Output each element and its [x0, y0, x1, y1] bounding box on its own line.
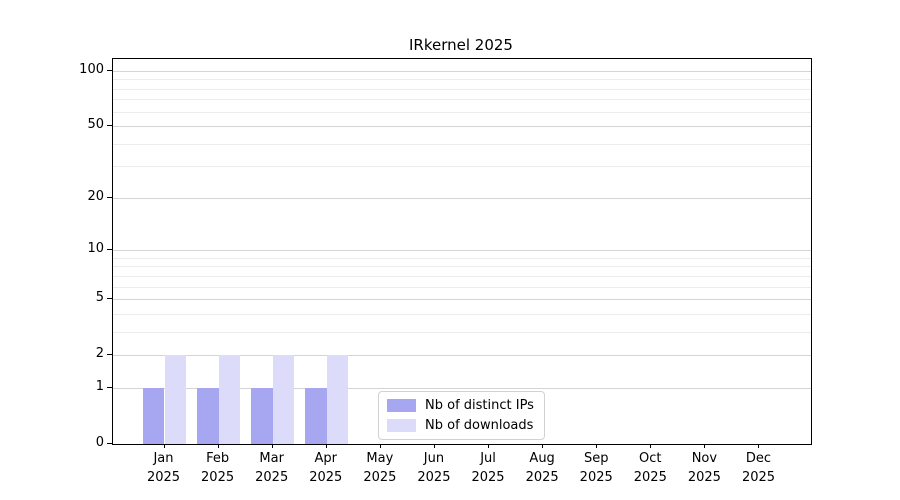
legend-label: Nb of distinct IPs	[425, 398, 534, 413]
gridline-minor	[113, 88, 811, 90]
bar-downloads-feb	[218, 355, 241, 444]
x-tick-label-apr: Apr 2025	[309, 451, 343, 485]
x-tick-mark	[379, 444, 381, 448]
y-tick-label: 50	[87, 117, 104, 133]
gridline-minor	[113, 257, 811, 259]
x-tick-label-dec: Dec 2025	[741, 451, 776, 485]
legend: Nb of distinct IPs Nb of downloads	[378, 391, 545, 440]
y-tick-mark	[107, 249, 112, 251]
y-tick-mark	[107, 386, 112, 388]
x-tick-mark	[542, 444, 544, 448]
x-tick-label-jun: Jun 2025	[417, 451, 451, 485]
x-tick-mark	[488, 444, 490, 448]
gridline-major	[113, 126, 811, 128]
x-tick-label-jan: Jan 2025	[146, 451, 181, 485]
gridline-minor	[113, 266, 811, 268]
x-tick-label-aug: Aug 2025	[525, 451, 559, 485]
bar-distinct-ips-feb	[196, 387, 219, 444]
legend-swatch-downloads	[387, 419, 416, 432]
gridline-minor	[113, 111, 811, 113]
x-tick-label-nov: Nov 2025	[687, 451, 721, 485]
bar-distinct-ips-mar	[251, 387, 273, 444]
gridline-major	[113, 299, 811, 301]
x-tick-label-mar: Mar 2025	[255, 451, 289, 485]
y-tick-mark	[107, 443, 112, 444]
y-tick-mark	[107, 196, 112, 198]
y-tick-mark	[107, 354, 112, 356]
gridline-minor	[113, 166, 811, 168]
gridline-major	[113, 387, 811, 389]
plot-area	[112, 58, 812, 445]
bar-distinct-ips-jan	[142, 387, 165, 444]
legend-swatch-distinct-ips	[387, 399, 416, 412]
legend-item-downloads: Nb of downloads	[387, 418, 534, 433]
x-tick-mark	[433, 444, 435, 448]
y-tick-label: 20	[87, 188, 104, 204]
gridline-minor	[113, 79, 811, 81]
gridline-minor	[113, 313, 811, 315]
x-tick-label-may: May 2025	[363, 451, 397, 485]
y-tick-label: 100	[79, 62, 104, 77]
y-tick-mark	[107, 125, 112, 127]
gridline-minor	[113, 275, 811, 277]
y-tick-mark	[107, 70, 112, 71]
bar-distinct-ips-apr	[305, 387, 327, 444]
x-tick-label-sep: Sep 2025	[579, 451, 613, 485]
x-tick-mark	[596, 444, 598, 448]
y-tick-mark	[107, 298, 112, 300]
gridline-major	[113, 250, 811, 252]
x-tick-mark	[704, 444, 706, 448]
x-tick-mark	[271, 444, 273, 448]
x-tick-mark	[325, 444, 327, 448]
y-tick-label: 2	[95, 346, 104, 362]
legend-label: Nb of downloads	[425, 418, 534, 433]
y-tick-label: 0	[95, 435, 104, 450]
chart-title: IRkernel 2025	[409, 36, 513, 54]
gridline-minor	[113, 99, 811, 101]
gridline-minor	[113, 286, 811, 288]
legend-item-distinct-ips: Nb of distinct IPs	[387, 398, 534, 413]
x-tick-label-oct: Oct 2025	[633, 451, 667, 485]
x-tick-mark	[758, 444, 760, 448]
x-tick-label-jul: Jul 2025	[471, 451, 505, 485]
gridline-major	[113, 197, 811, 199]
gridline-minor	[113, 143, 811, 145]
y-tick-label: 10	[87, 241, 104, 257]
gridline-major	[113, 355, 811, 357]
gridline-minor	[113, 331, 811, 333]
gridline-major	[113, 71, 811, 72]
y-tick-label: 5	[95, 290, 104, 306]
x-tick-label-feb: Feb 2025	[201, 451, 235, 485]
bar-downloads-apr	[326, 355, 349, 444]
x-tick-mark	[217, 444, 219, 448]
y-tick-label: 1	[95, 378, 104, 394]
bar-downloads-jan	[164, 355, 187, 444]
bar-downloads-mar	[272, 355, 295, 444]
x-tick-mark	[163, 444, 165, 448]
x-tick-mark	[650, 444, 652, 448]
